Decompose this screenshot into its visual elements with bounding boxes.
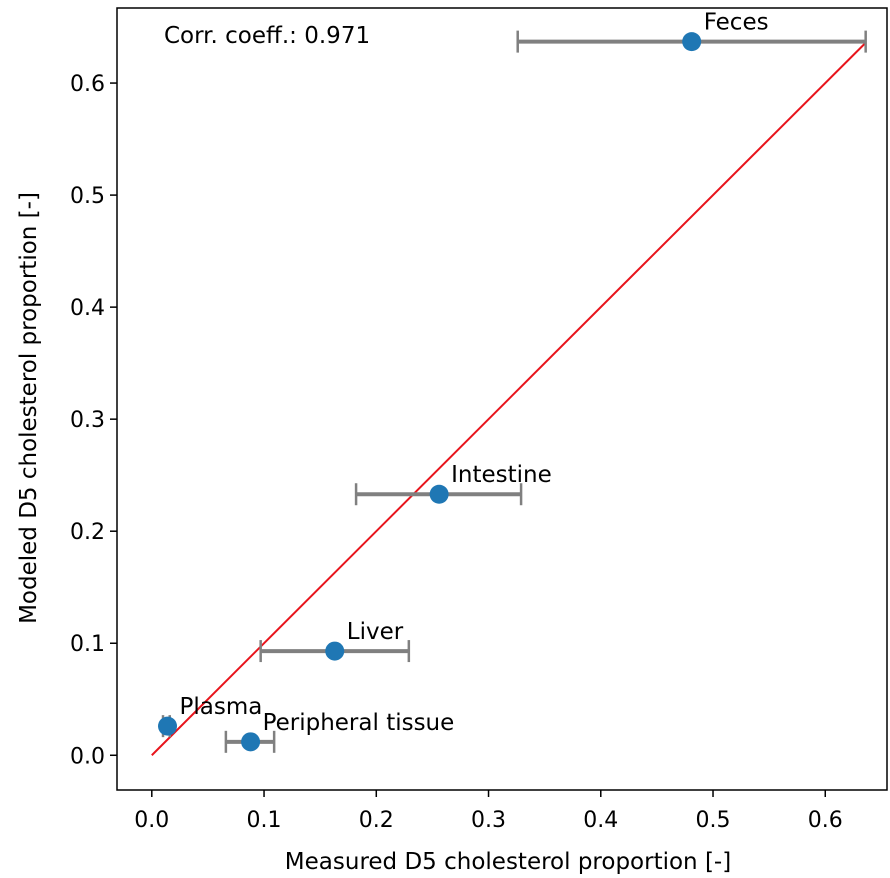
x-tick-label: 0.1: [247, 808, 282, 833]
x-tick-label: 0.0: [134, 808, 169, 833]
y-tick-label: 0.2: [70, 520, 105, 545]
x-tick-label: 0.6: [808, 808, 843, 833]
x-tick-label: 0.5: [696, 808, 731, 833]
data-point: [429, 484, 449, 504]
data-point: [325, 641, 345, 661]
y-tick-label: 0.6: [70, 72, 105, 97]
point-label: Plasma: [180, 694, 263, 720]
point-label: Liver: [347, 619, 404, 645]
x-axis-label: Measured D5 cholesterol proportion [-]: [285, 849, 731, 875]
y-axis: 0.0 0.1 0.2 0.3 0.4 0.5 0.6: [70, 72, 117, 769]
data-point: [682, 32, 702, 52]
x-axis: 0.0 0.1 0.2 0.3 0.4 0.5 0.6: [134, 790, 843, 833]
y-tick-label: 0.3: [70, 408, 105, 433]
y-tick-label: 0.1: [70, 632, 105, 657]
y-tick-label: 0.5: [70, 184, 105, 209]
point-label: Feces: [704, 10, 769, 36]
data-point: [158, 716, 178, 736]
y-tick-label: 0.0: [70, 744, 105, 769]
y-axis-label: Modeled D5 cholesterol proportion [-]: [16, 192, 42, 624]
x-tick-label: 0.4: [583, 808, 618, 833]
identity-line: [151, 42, 867, 756]
plot-frame: [116, 7, 888, 791]
y-tick-label: 0.4: [70, 296, 105, 321]
x-tick-label: 0.3: [471, 808, 506, 833]
data-point: [241, 732, 261, 752]
x-tick-label: 0.2: [359, 808, 394, 833]
point-label: Peripheral tissue: [263, 710, 455, 736]
corr-coeff-annotation: Corr. coeff.: 0.971: [164, 23, 370, 49]
point-label: Intestine: [451, 462, 552, 488]
